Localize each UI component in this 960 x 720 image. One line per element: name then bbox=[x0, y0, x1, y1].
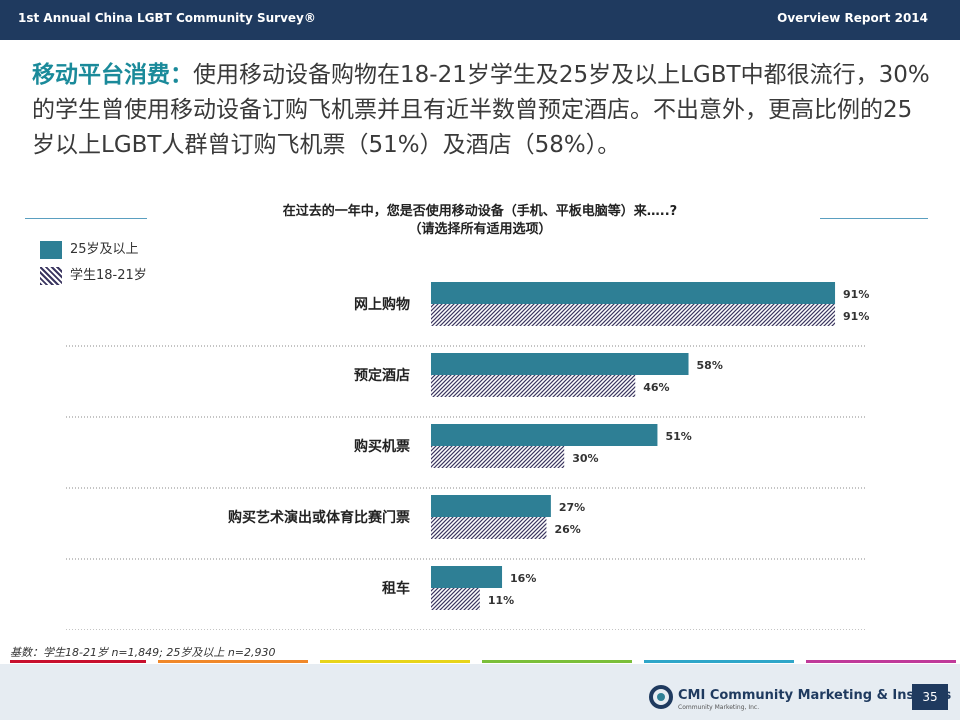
bar-25plus bbox=[431, 424, 658, 446]
bar-chart: 网上购物 91% 91% 预定酒店 58% 46% 购买机票 51% 30% 购买艺术演出或体育比… bbox=[66, 282, 869, 630]
slide-headline: 移动平台消费：使用移动设备购物在18-21岁学生及25岁及以上LGBT中都很流行… bbox=[32, 58, 932, 163]
category-label: 预定酒店 bbox=[354, 367, 410, 384]
data-label: 51% bbox=[665, 430, 691, 443]
bar-25plus bbox=[431, 282, 836, 304]
bar-students bbox=[431, 446, 565, 468]
category-label: 购买机票 bbox=[354, 438, 410, 455]
category-label: 网上购物 bbox=[354, 296, 410, 313]
color-strip-2 bbox=[158, 660, 308, 663]
bar-25plus bbox=[431, 353, 689, 375]
legend-swatch-hatch bbox=[40, 266, 62, 285]
legend-item-25plus: 25岁及以上 bbox=[40, 238, 139, 259]
legend-swatch-solid bbox=[40, 240, 62, 259]
bar-students bbox=[431, 517, 547, 539]
header-bar: 1st Annual China LGBT Community Survey® … bbox=[0, 0, 960, 40]
legend-label-students: 学生18-21岁 bbox=[70, 268, 147, 283]
chart-subtitle: （请选择所有适用选项） bbox=[408, 222, 552, 237]
footer bbox=[0, 664, 960, 720]
data-label: 16% bbox=[510, 572, 536, 585]
legend-item-students: 学生18-21岁 bbox=[40, 264, 147, 285]
color-strip-3 bbox=[320, 660, 470, 663]
category-label: 租车 bbox=[382, 580, 410, 597]
bar-students bbox=[431, 304, 836, 326]
data-label: 91% bbox=[843, 288, 869, 301]
logo-subtext: Community Marketing, Inc. bbox=[678, 704, 760, 711]
data-label: 58% bbox=[697, 359, 723, 372]
report-title: Overview Report 2014 bbox=[777, 11, 928, 25]
data-label: 11% bbox=[488, 594, 514, 607]
legend-label-25plus: 25岁及以上 bbox=[70, 242, 139, 257]
color-strip-5 bbox=[644, 660, 794, 663]
logo-text: CMI Community Marketing & Insights bbox=[678, 688, 952, 703]
data-label: 91% bbox=[843, 310, 869, 323]
category-label: 购买艺术演出或体育比赛门票 bbox=[228, 509, 410, 526]
bar-students bbox=[431, 375, 636, 397]
headline-body: 使用移动设备购物在18-21岁学生及25岁及以上LGBT中都很流行，30%的学生… bbox=[32, 62, 930, 158]
page-number: 35 bbox=[912, 684, 948, 710]
bar-students bbox=[431, 588, 480, 610]
survey-title: 1st Annual China LGBT Community Survey® bbox=[18, 11, 316, 25]
data-label: 30% bbox=[572, 452, 598, 465]
data-label: 26% bbox=[554, 523, 580, 536]
color-strip-4 bbox=[482, 660, 632, 663]
color-strip-1 bbox=[10, 660, 146, 663]
bar-25plus bbox=[431, 566, 503, 588]
cmi-logo-icon bbox=[649, 685, 673, 709]
footnote: 基数：学生18-21岁 n=1,849; 25岁及以上 n=2,930 bbox=[10, 646, 276, 659]
headline-lead: 移动平台消费： bbox=[32, 62, 193, 88]
data-label: 27% bbox=[559, 501, 585, 514]
title-rule-left bbox=[25, 218, 147, 219]
color-strip-6 bbox=[806, 660, 956, 663]
chart-title: 在过去的一年中，您是否使用移动设备（手机、平板电脑等）来…..? bbox=[282, 204, 678, 219]
bar-25plus bbox=[431, 495, 551, 517]
title-rule-right bbox=[820, 218, 928, 219]
data-label: 46% bbox=[643, 381, 669, 394]
